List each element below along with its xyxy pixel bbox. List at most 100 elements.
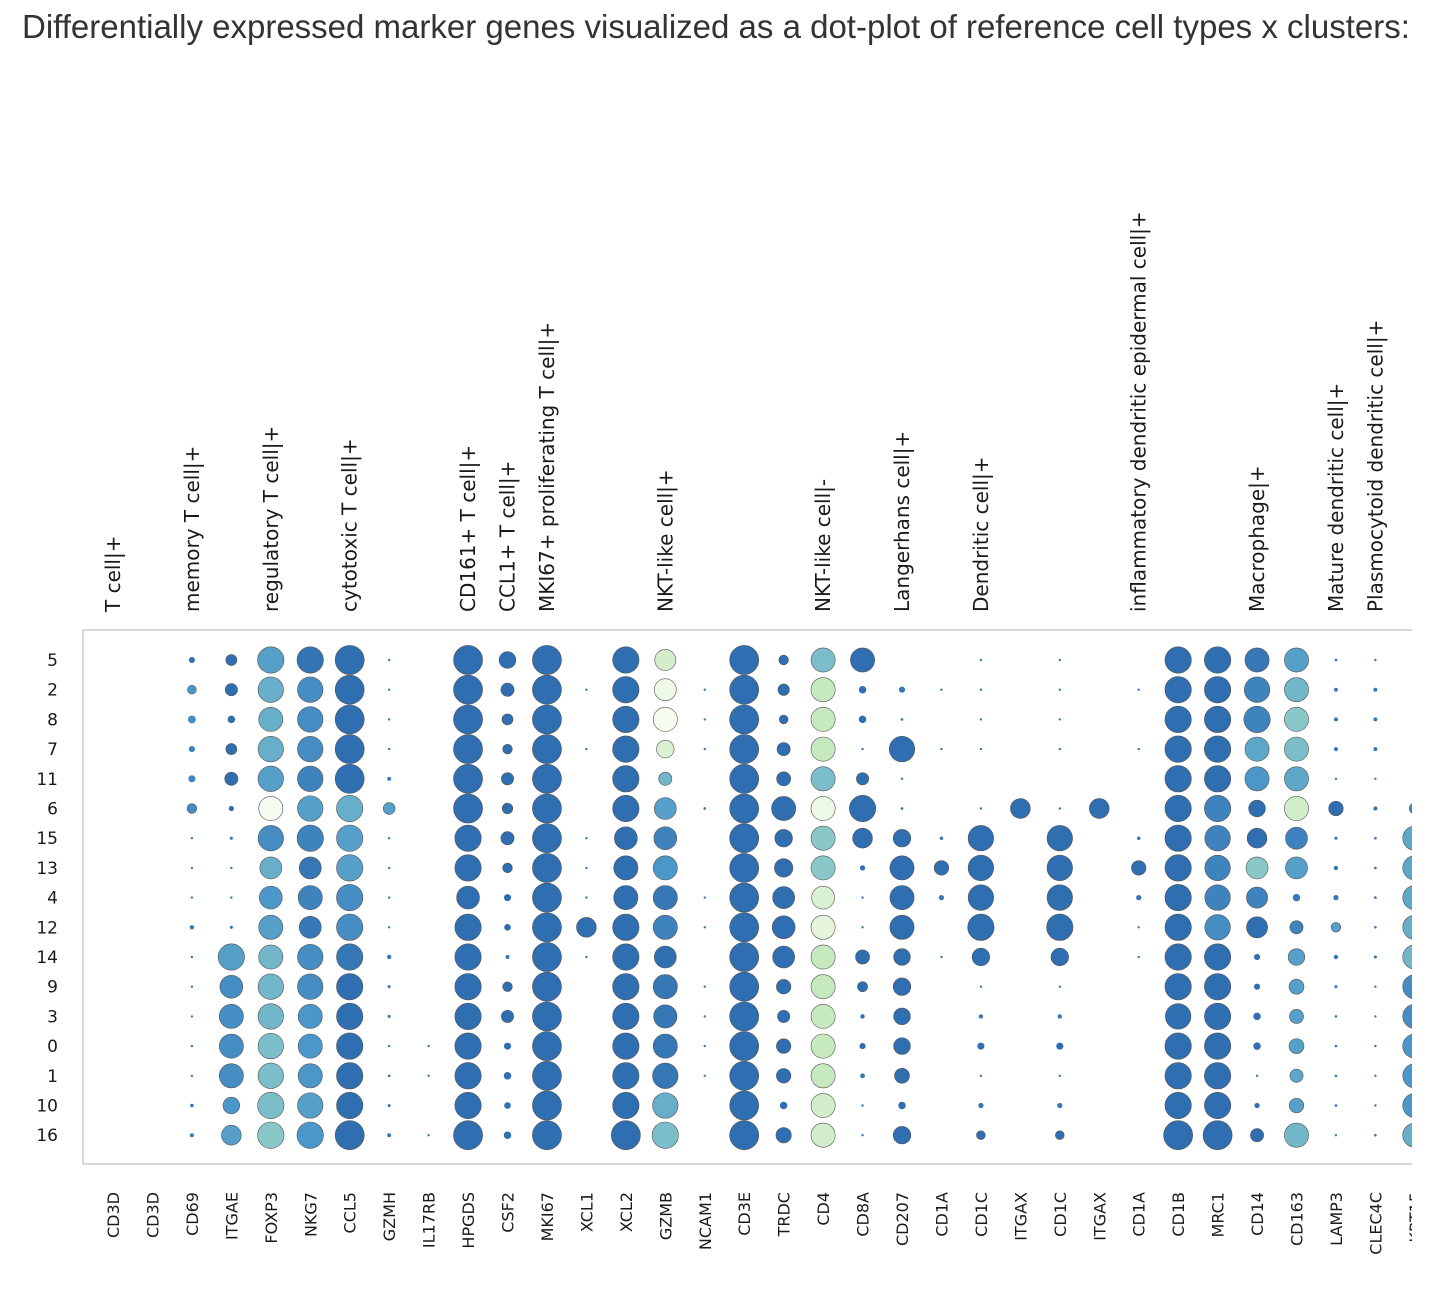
dot (1284, 796, 1309, 821)
dot (612, 1032, 640, 1060)
dot (1058, 807, 1062, 810)
dot (810, 825, 836, 851)
dot (1204, 1092, 1232, 1120)
dot (1287, 948, 1306, 966)
cell-type-label: Mature dendritic cell|+ (1324, 383, 1348, 612)
gene-label: CD1C (972, 1192, 991, 1237)
dot (612, 794, 640, 822)
dot (1164, 913, 1192, 941)
dot (1284, 1122, 1309, 1148)
dot (852, 827, 873, 849)
dot (653, 945, 677, 969)
dot (810, 707, 836, 732)
dot (387, 747, 391, 751)
intro-text: Differentially expressed marker genes vi… (22, 8, 1410, 45)
dot (1334, 1044, 1338, 1048)
dot (454, 824, 482, 852)
dot (1288, 1038, 1305, 1054)
dot (779, 1101, 788, 1110)
dot (186, 803, 198, 814)
dot (1330, 922, 1342, 933)
dot (1164, 1092, 1192, 1120)
dot (729, 971, 760, 1002)
dot (860, 1014, 865, 1019)
cell-type-labels: T cell|+ memory T cell|+ regulatory T cell… (101, 211, 1387, 613)
dot (810, 677, 836, 703)
dot (1057, 1014, 1063, 1019)
dot (810, 1063, 836, 1089)
dot (454, 1002, 482, 1030)
dot (652, 1062, 679, 1089)
cell-type-label: inflammatory dendritic epidermal cell|+ (1127, 211, 1151, 612)
dot (892, 829, 912, 848)
dot (1402, 1004, 1412, 1029)
dot (190, 1015, 194, 1018)
dot (1289, 920, 1304, 935)
dot (979, 985, 983, 988)
dot (889, 914, 915, 940)
dot (298, 856, 322, 880)
dot (1402, 974, 1412, 999)
dot (729, 763, 760, 794)
dot (1204, 765, 1232, 793)
dot (1164, 943, 1192, 971)
dot (1253, 953, 1261, 961)
dot (810, 1122, 836, 1148)
dot (1284, 677, 1309, 703)
dot (585, 688, 588, 691)
dot (1046, 884, 1073, 911)
dot (1244, 647, 1270, 673)
dot (1334, 1134, 1338, 1137)
dot (454, 1032, 482, 1060)
dot (810, 855, 836, 881)
dot (1333, 687, 1338, 692)
dot (612, 735, 640, 763)
dot (1056, 1042, 1064, 1050)
dot (258, 944, 284, 970)
dot (386, 954, 392, 960)
dot (257, 1033, 284, 1060)
dot (1245, 856, 1269, 880)
dot (651, 1121, 679, 1149)
gene-label: ITGAX (1011, 1192, 1030, 1241)
gene-label: CD1C (1051, 1192, 1070, 1237)
dot (1164, 765, 1192, 793)
dot (230, 896, 233, 899)
dot (703, 688, 706, 691)
dot (1164, 794, 1192, 822)
dot (703, 1074, 706, 1078)
dot (810, 1093, 836, 1118)
dot (453, 704, 483, 735)
dot (427, 1074, 430, 1078)
dot (1253, 1012, 1261, 1021)
dot (532, 1031, 562, 1061)
dot (810, 766, 836, 792)
dot (1204, 1032, 1232, 1060)
dot (1164, 973, 1192, 1001)
dot (729, 1060, 760, 1091)
dot (1165, 1003, 1192, 1030)
dot (898, 1101, 906, 1110)
dot (257, 973, 284, 1000)
dot (532, 1120, 562, 1151)
dot (1089, 798, 1110, 819)
dot (777, 1009, 791, 1023)
dot (613, 885, 639, 911)
dot (703, 747, 706, 751)
dot (611, 1120, 641, 1151)
dot (387, 688, 391, 691)
dot (703, 1015, 706, 1018)
gene-label: CD1A (1130, 1192, 1149, 1237)
dot (532, 734, 562, 764)
dot (190, 1044, 194, 1048)
dot (1250, 1128, 1264, 1143)
dot (532, 1090, 562, 1121)
cell-type-label: NKT-like cell|+ (653, 469, 677, 612)
dot (334, 674, 365, 705)
dot (850, 647, 875, 673)
gene-label: IL17RB (420, 1192, 439, 1248)
dot (296, 646, 324, 674)
cell-type-label: Langerhans cell|+ (890, 431, 914, 612)
dot (500, 831, 515, 846)
dot (778, 654, 789, 666)
